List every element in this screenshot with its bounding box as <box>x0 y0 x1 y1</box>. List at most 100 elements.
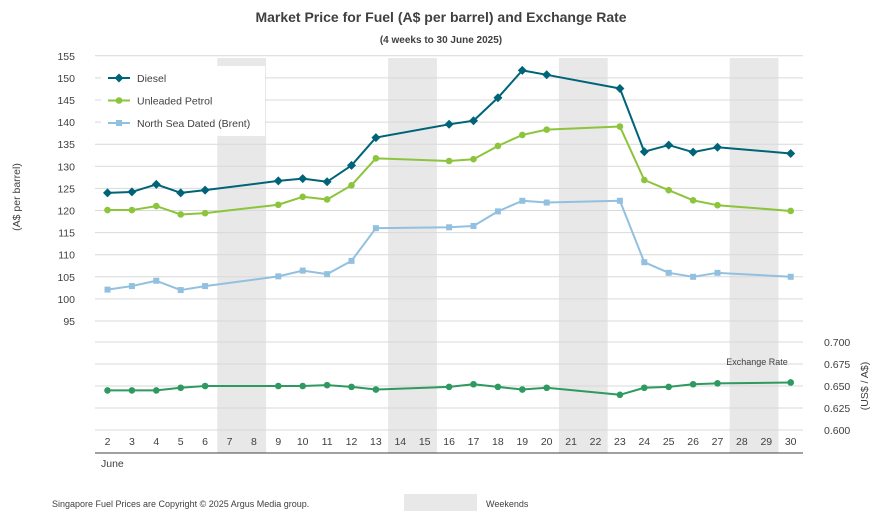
series-line <box>107 125 791 216</box>
copyright-note: Singapore Fuel Prices are Copyright © 20… <box>52 499 309 509</box>
x-tick-label: 10 <box>297 436 309 448</box>
x-tick-label: 24 <box>638 436 650 448</box>
data-point <box>714 201 721 209</box>
data-point <box>116 120 122 126</box>
y2-tick-label: 0.650 <box>824 381 850 393</box>
data-point <box>104 286 111 293</box>
data-point <box>445 157 453 165</box>
x-tick-label: 19 <box>516 436 528 448</box>
exchange-rate-label: Exchange Rate <box>726 357 788 367</box>
data-point <box>641 176 648 184</box>
y-axis-ticks: 95 100 105 110 115 120 125 130 135 140 145 150 155 <box>57 51 75 328</box>
data-point <box>616 123 624 130</box>
legend-label: Diesel <box>137 73 166 85</box>
data-point <box>639 147 649 157</box>
data-point <box>665 383 672 391</box>
x-tick-label: 14 <box>394 436 406 448</box>
data-point <box>787 207 794 215</box>
data-point <box>323 381 331 389</box>
y-tick-label: 135 <box>57 139 75 151</box>
data-point <box>690 273 697 280</box>
y-tick-label: 120 <box>57 206 75 218</box>
data-point <box>713 142 722 152</box>
weekend-band <box>388 58 437 453</box>
series-lines <box>103 65 796 399</box>
series-north-sea-dated-brent- <box>104 197 794 294</box>
data-point <box>273 176 283 186</box>
series-unleaded-petrol <box>104 123 794 218</box>
data-point <box>519 386 526 393</box>
x-tick-label: 13 <box>370 436 382 448</box>
series-diesel <box>103 65 796 198</box>
legend-label: North Sea Dated (Brent) <box>137 118 250 130</box>
data-point <box>153 277 160 284</box>
x-tick-label: 27 <box>712 436 724 448</box>
x-tick-label: 7 <box>227 436 233 448</box>
x-tick-label: 16 <box>443 436 455 448</box>
data-point <box>299 193 307 201</box>
data-point <box>543 384 550 392</box>
x-tick-label: 6 <box>202 436 208 448</box>
data-point <box>517 65 527 75</box>
x-tick-label: 9 <box>275 436 281 448</box>
y-tick-label: 95 <box>63 316 75 328</box>
data-point <box>128 283 135 290</box>
data-point <box>347 160 356 170</box>
chart-title: Market Price for Fuel (A$ per barrel) an… <box>255 9 626 25</box>
data-point <box>372 386 380 393</box>
legend-label: Unleaded Petrol <box>137 96 212 108</box>
data-point <box>689 197 697 204</box>
data-point <box>115 97 123 104</box>
data-point <box>324 271 331 278</box>
x-tick-label: 17 <box>468 436 480 448</box>
data-point <box>128 206 136 214</box>
data-point <box>641 259 648 266</box>
y-tick-label: 110 <box>58 250 75 262</box>
weekend-bands <box>217 58 779 453</box>
data-point <box>103 188 112 198</box>
y-tick-label: 115 <box>58 228 75 240</box>
y-tick-label: 145 <box>57 95 75 107</box>
y-tick-label: 105 <box>57 272 75 284</box>
data-point <box>519 131 526 139</box>
y-tick-label: 140 <box>57 117 75 129</box>
data-point <box>153 387 160 394</box>
weekend-band <box>558 58 608 453</box>
y2-axis-ticks: 0.600 0.625 0.650 0.675 0.700 <box>824 337 850 437</box>
data-point <box>616 197 623 204</box>
x-tick-label: 15 <box>419 436 431 448</box>
x-axis-ticks: 2 3 4 5 6 7 8 9 10 11 12 13 14 15 16 17 18 19 20 21 22 23 24 25… <box>105 436 797 448</box>
data-point <box>494 383 502 391</box>
data-point <box>299 267 306 274</box>
data-point <box>470 380 477 388</box>
x-tick-label: 8 <box>251 436 257 448</box>
x-tick-label: 29 <box>760 436 772 448</box>
series-exchange-rate <box>104 379 794 399</box>
data-point <box>688 147 698 157</box>
y-tick-label: 155 <box>57 51 75 63</box>
y-tick-label: 125 <box>57 183 75 195</box>
weekends-legend-label: Weekends <box>486 499 529 509</box>
x-tick-label: 4 <box>153 436 159 448</box>
data-point <box>177 211 184 218</box>
y2-tick-label: 0.675 <box>824 359 850 371</box>
x-tick-label: 2 <box>105 436 111 448</box>
data-point <box>469 116 478 126</box>
data-point <box>298 174 308 184</box>
data-point <box>114 73 124 83</box>
data-point <box>128 387 136 394</box>
data-point <box>104 206 111 214</box>
y2-tick-label: 0.700 <box>824 337 850 349</box>
data-point <box>372 225 379 232</box>
data-point <box>641 384 648 392</box>
data-point <box>494 208 501 215</box>
y2-tick-label: 0.625 <box>824 403 850 415</box>
legend-item: North Sea Dated (Brent) <box>108 118 250 130</box>
x-tick-label: 11 <box>322 436 333 448</box>
y-axis-label: (A$ per barrel) <box>11 163 23 231</box>
x-tick-label: 28 <box>736 436 748 448</box>
data-point <box>299 382 307 390</box>
data-point <box>445 383 453 391</box>
x-tick-label: 22 <box>590 436 602 448</box>
